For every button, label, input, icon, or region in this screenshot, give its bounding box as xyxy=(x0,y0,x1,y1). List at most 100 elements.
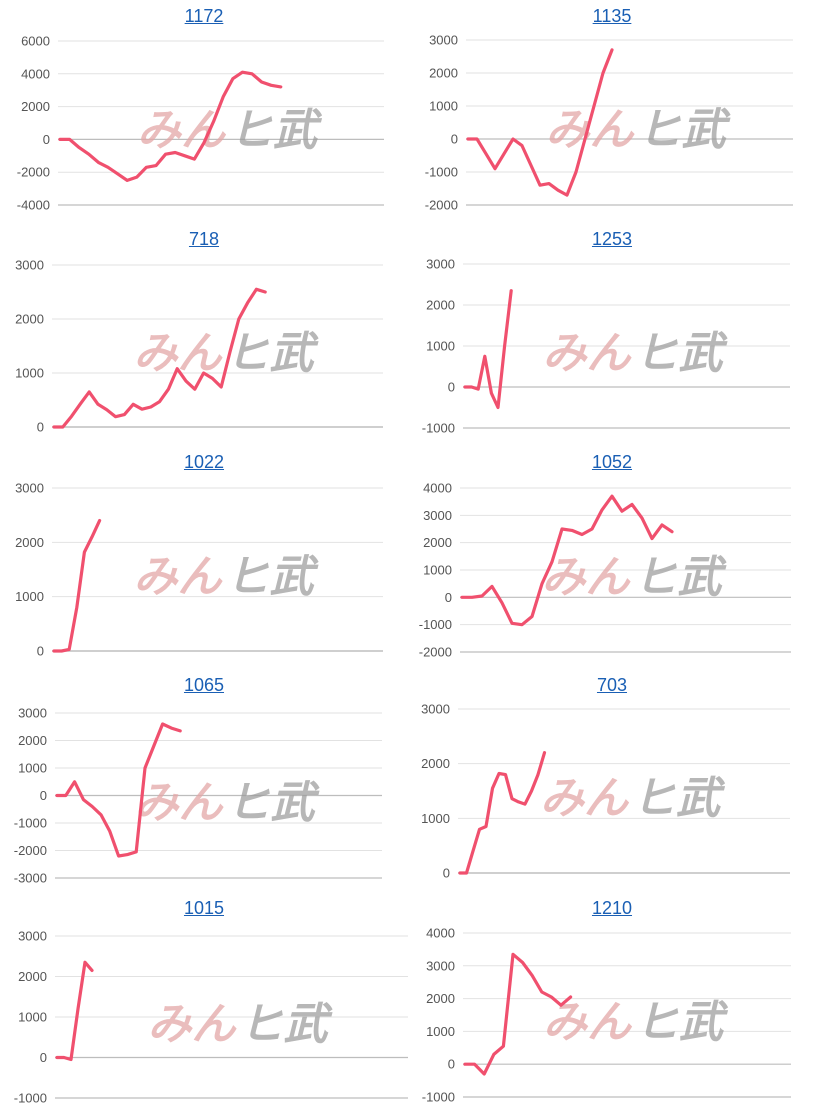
y-tick-label: 3000 xyxy=(429,33,458,48)
y-tick-label: 2000 xyxy=(426,991,455,1006)
line-chart: 3000 2000 1000 0 -1000 みん ヒ武 xyxy=(422,257,790,436)
series-line xyxy=(463,952,573,1076)
y-tick-label: 1000 xyxy=(15,589,44,604)
series-line xyxy=(52,287,267,429)
y-tick-label: -3000 xyxy=(14,871,47,886)
y-tick-label: 3000 xyxy=(15,258,44,273)
watermark-logo-part2: ヒ武 xyxy=(635,328,729,379)
y-tick-label: 0 xyxy=(43,132,50,147)
y-tick-label: 1000 xyxy=(423,563,452,578)
y-tick-label: 0 xyxy=(448,380,455,395)
chart-panel-703: 703 3000 2000 1000 0 みん ヒ武 xyxy=(408,669,816,892)
y-tick-label: 0 xyxy=(448,1057,455,1072)
y-tick-label: -1000 xyxy=(422,1090,455,1105)
y-tick-label: 1000 xyxy=(426,1024,455,1039)
y-tick-label: 0 xyxy=(37,420,44,435)
chart-title-link[interactable]: 1210 xyxy=(591,898,633,918)
y-tick-label: 0 xyxy=(445,590,452,605)
line-chart: 3000 2000 1000 0 -1000 -2000 -3000 みん ヒ武 xyxy=(14,706,382,886)
y-tick-label: 1000 xyxy=(426,339,455,354)
y-tick-label: -1000 xyxy=(419,617,452,632)
watermark-logo-part2: ヒ武 xyxy=(638,105,732,156)
y-tick-label: 2000 xyxy=(21,99,50,114)
y-tick-label: -2000 xyxy=(17,165,50,180)
y-tick-label: 0 xyxy=(40,788,47,803)
y-tick-label: 2000 xyxy=(421,756,450,771)
y-tick-label: 1000 xyxy=(429,99,458,114)
y-tick-label: 2000 xyxy=(15,312,44,327)
series-line xyxy=(460,494,674,627)
y-tick-label: 3000 xyxy=(426,958,455,973)
watermark-logo-part2: ヒ武 xyxy=(229,105,323,156)
watermark-logo-part2: ヒ武 xyxy=(634,552,728,603)
line-chart: 3000 2000 1000 0 みん ヒ武 xyxy=(15,481,383,659)
y-tick-label: 2000 xyxy=(429,66,458,81)
watermark-logo-part2: ヒ武 xyxy=(226,552,320,603)
watermark-logo-part2: ヒ武 xyxy=(632,773,726,824)
series-line xyxy=(55,960,94,1062)
y-tick-label: -1000 xyxy=(425,165,458,180)
chart-title-link[interactable]: 1052 xyxy=(591,452,633,472)
chart-title-link[interactable]: 1065 xyxy=(183,675,225,695)
y-tick-label: -2000 xyxy=(425,198,458,213)
watermark-logo-part2: ヒ武 xyxy=(635,997,729,1048)
y-tick-label: -1000 xyxy=(422,421,455,436)
chart-title-link[interactable]: 1015 xyxy=(183,898,225,918)
chart-panel-1022: 1022 3000 2000 1000 0 みん ヒ武 xyxy=(0,446,408,669)
y-tick-label: 3000 xyxy=(423,508,452,523)
y-tick-label: 4000 xyxy=(423,481,452,496)
line-chart: 3000 2000 1000 0 -1000 みん ヒ武 xyxy=(14,929,408,1106)
watermark-logo-part1: みん xyxy=(540,773,630,824)
series-line xyxy=(52,518,102,653)
y-tick-label: -2000 xyxy=(419,645,452,660)
y-tick-label: 1000 xyxy=(15,366,44,381)
chart-panel-1135: 1135 3000 2000 1000 0 -1000 -2000 みん ヒ武 xyxy=(408,0,816,223)
watermark-logo-part2: ヒ武 xyxy=(227,778,321,829)
line-chart: 4000 3000 2000 1000 0 -1000 -2000 みん ヒ武 xyxy=(419,481,791,660)
series-line xyxy=(55,722,182,858)
y-tick-label: -4000 xyxy=(17,198,50,213)
y-tick-label: 2000 xyxy=(18,969,47,984)
watermark-logo-part1: みん xyxy=(134,552,224,603)
y-tick-label: 3000 xyxy=(18,706,47,721)
y-tick-label: 2000 xyxy=(15,535,44,550)
y-tick-label: 2000 xyxy=(423,535,452,550)
chart-title-link[interactable]: 1022 xyxy=(183,452,225,472)
chart-title-link[interactable]: 703 xyxy=(596,675,628,695)
y-tick-label: -1000 xyxy=(14,816,47,831)
y-tick-label: 3000 xyxy=(15,481,44,496)
y-tick-label: 0 xyxy=(451,132,458,147)
y-tick-label: -1000 xyxy=(14,1091,47,1106)
y-tick-label: 0 xyxy=(37,644,44,659)
watermark-logo-part1: みん xyxy=(137,105,227,156)
watermark-logo-part1: みん xyxy=(542,552,632,603)
series-line xyxy=(466,48,614,197)
line-chart: 6000 4000 2000 0 -2000 -4000 みん ヒ武 xyxy=(17,34,384,213)
line-chart: 3000 2000 1000 0 -1000 -2000 みん ヒ武 xyxy=(425,33,793,213)
watermark-logo-part1: みん xyxy=(148,999,238,1050)
y-tick-label: 4000 xyxy=(426,926,455,941)
chart-panel-1172: 1172 6000 4000 2000 0 -2000 -4000 みん ヒ武 xyxy=(0,0,408,223)
chart-panel-1253: 1253 3000 2000 1000 0 -1000 みん ヒ武 xyxy=(408,223,816,446)
y-tick-label: 0 xyxy=(443,866,450,881)
y-tick-label: 1000 xyxy=(18,761,47,776)
y-tick-label: 1000 xyxy=(18,1010,47,1025)
series-line xyxy=(458,751,547,875)
chart-title-link[interactable]: 1172 xyxy=(184,6,224,26)
watermark-logo-part2: ヒ武 xyxy=(240,999,334,1050)
chart-title-link[interactable]: 718 xyxy=(188,229,220,249)
series-line xyxy=(463,289,513,410)
chart-panel-718: 718 3000 2000 1000 0 みん ヒ武 xyxy=(0,223,408,446)
y-tick-label: 2000 xyxy=(18,733,47,748)
chart-panel-1065: 1065 3000 2000 1000 0 -1000 -2000 -3000 みん ヒ武 xyxy=(0,669,408,892)
watermark-logo-part1: みん xyxy=(543,328,633,379)
y-tick-label: 4000 xyxy=(21,66,50,81)
chart-title-link[interactable]: 1135 xyxy=(592,6,632,26)
y-tick-label: 6000 xyxy=(21,34,50,49)
y-tick-label: 0 xyxy=(40,1050,47,1065)
line-chart: 4000 3000 2000 1000 0 -1000 みん ヒ武 xyxy=(422,926,791,1105)
chart-title-link[interactable]: 1253 xyxy=(591,229,633,249)
chart-panel-1015: 1015 3000 2000 1000 0 -1000 みん ヒ武 xyxy=(0,892,408,1115)
